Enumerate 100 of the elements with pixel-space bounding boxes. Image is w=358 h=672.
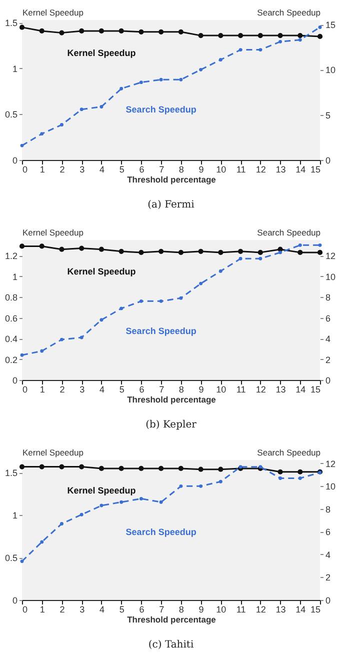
y-tick-label: 0.8 xyxy=(4,292,18,303)
x-tick-label: 1 xyxy=(40,384,45,394)
y2-tick-label: 0 xyxy=(326,596,331,606)
x-tick-label: 3 xyxy=(80,384,85,394)
text: (c) Tahiti xyxy=(148,640,194,650)
y-tick-label: 0 xyxy=(12,376,18,386)
y-tick-label: 0 xyxy=(12,596,18,606)
x-axis-title: Threshold percentage xyxy=(127,174,216,184)
y2-tick-label: 12 xyxy=(326,458,336,469)
y-tick-label: 0.6 xyxy=(4,313,18,324)
y2-tick-label: 5 xyxy=(326,110,331,120)
y2-tick-label: 10 xyxy=(326,65,336,76)
y2-tick-label: 8 xyxy=(326,504,331,514)
text: (a) Fermi xyxy=(148,200,194,210)
x-tick-label: 14 xyxy=(296,384,306,394)
point xyxy=(120,500,124,504)
x-tick-label: 1 xyxy=(40,164,45,174)
point xyxy=(318,25,322,29)
text: (b) Kepler xyxy=(146,420,197,430)
point xyxy=(238,48,242,52)
x-tick-label: 8 xyxy=(178,604,184,614)
x-tick-label: 15 xyxy=(310,384,320,394)
point xyxy=(60,522,64,526)
point xyxy=(40,540,44,544)
point xyxy=(60,123,64,127)
x-tick-label: 9 xyxy=(198,604,204,614)
x-tick-label: 9 xyxy=(198,384,204,394)
y-tick-label: 0.2 xyxy=(4,354,18,365)
point xyxy=(298,476,302,480)
y-tick-label: 1.2 xyxy=(4,251,18,262)
x-tick-label: 3 xyxy=(80,164,85,174)
x-tick-label: 15 xyxy=(310,604,320,614)
series-label: Search Speedup xyxy=(126,326,197,336)
x-tick-label: 4 xyxy=(99,384,104,394)
y-tick-label: 1 xyxy=(12,272,18,282)
point xyxy=(238,256,242,260)
point xyxy=(179,484,183,488)
x-tick-label: 5 xyxy=(119,604,124,614)
y-tick-label: 1 xyxy=(12,64,18,74)
x-tick-label: 11 xyxy=(236,604,246,614)
point xyxy=(159,78,163,82)
y2-tick-label: 15 xyxy=(326,20,336,30)
point xyxy=(298,38,302,42)
point xyxy=(218,58,222,62)
x-tick-label: 13 xyxy=(276,384,286,394)
x-tick-label: 5 xyxy=(119,164,124,174)
y-tick-label: 0.4 xyxy=(4,334,18,344)
point xyxy=(80,336,84,340)
x-tick-label: 4 xyxy=(99,164,104,174)
x-tick-label: 4 xyxy=(99,604,104,614)
point xyxy=(258,48,262,52)
y-tick-label: 0 xyxy=(12,156,18,166)
x-tick-label: 0 xyxy=(22,164,28,174)
point xyxy=(258,465,262,469)
y-tick-label: 1 xyxy=(12,510,18,521)
point xyxy=(278,476,282,480)
x-tick-label: 12 xyxy=(256,604,266,614)
point xyxy=(238,465,242,469)
point xyxy=(298,243,302,247)
point xyxy=(199,282,203,286)
point xyxy=(120,306,124,310)
point xyxy=(218,480,222,484)
point xyxy=(100,318,104,322)
y2-tick-label: 8 xyxy=(326,292,331,303)
point xyxy=(199,68,203,72)
y2-tick-label: 4 xyxy=(326,550,331,560)
y2-tick-label: 0 xyxy=(326,376,331,386)
x-axis-title: Threshold percentage xyxy=(127,394,216,404)
x-tick-label: 2 xyxy=(60,164,65,174)
y2-tick-label: 12 xyxy=(326,251,336,262)
series-label: Kernel Speedup xyxy=(67,48,136,58)
x-tick-label: 0 xyxy=(22,604,28,614)
series-label: Kernel Speedup xyxy=(67,485,136,496)
x-tick-label: 6 xyxy=(139,604,144,614)
point xyxy=(60,338,64,342)
x-tick-label: 13 xyxy=(276,164,286,174)
x-tick-label: 10 xyxy=(216,604,226,614)
x-tick-label: 7 xyxy=(159,604,164,614)
point xyxy=(218,269,222,273)
series-label: Kernel Speedup xyxy=(67,266,136,276)
y2-axis-title: Search Speedup xyxy=(257,8,321,18)
point xyxy=(278,40,282,44)
y2-tick-label: 0 xyxy=(326,156,331,166)
point xyxy=(179,78,183,82)
point xyxy=(278,250,282,254)
point xyxy=(20,353,24,357)
point xyxy=(179,296,183,300)
x-tick-label: 0 xyxy=(22,384,28,394)
point xyxy=(139,496,143,500)
point xyxy=(159,500,163,504)
y-axis-title: Kernel Speedup xyxy=(22,8,84,18)
y2-tick-label: 2 xyxy=(326,354,331,365)
y-axis-title: Kernel Speedup xyxy=(22,228,84,238)
point xyxy=(80,108,84,112)
point xyxy=(318,243,322,247)
x-tick-label: 12 xyxy=(256,384,266,394)
y2-tick-label: 2 xyxy=(326,572,331,583)
point xyxy=(139,80,143,84)
x-tick-label: 14 xyxy=(296,164,306,174)
text: Search Speedup xyxy=(126,527,197,538)
